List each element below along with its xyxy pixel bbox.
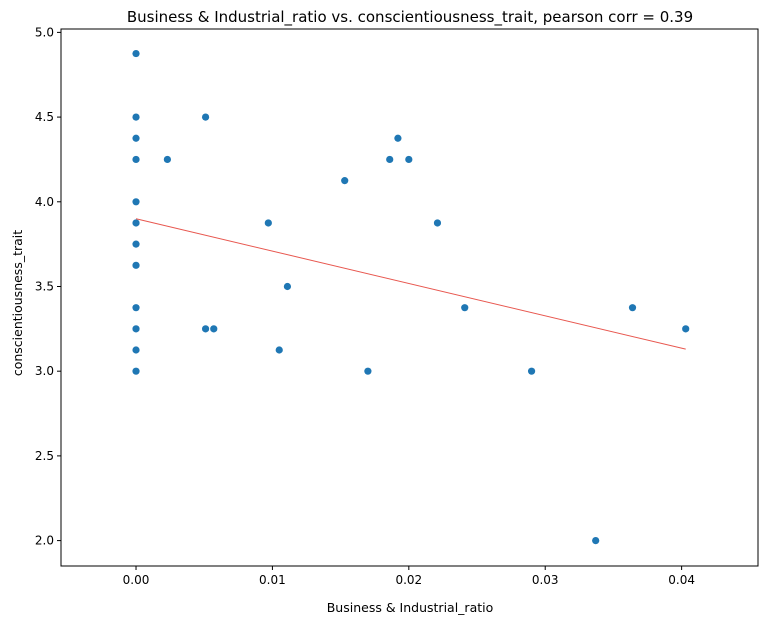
data-point [592,536,600,545]
data-point [201,325,210,333]
x-tick-label: 0.03 [532,573,559,587]
y-tick-label: 4.0 [35,195,54,209]
x-tick-label: 0.00 [123,573,150,587]
data-point [132,325,140,333]
data-point [132,367,140,375]
x-tick-label: 0.04 [668,573,695,587]
data-point [264,219,272,227]
y-axis-label: conscientiousness_trait [10,230,25,376]
data-point [132,346,140,354]
data-point [132,219,140,227]
data-point [461,304,469,312]
data-point [132,155,140,164]
data-point [132,49,140,58]
data-point [132,261,140,269]
plot-area: 0.00 0.01 0.02 0.03 0.04 2.0 2.5 3.0 3.5 4.0 4.5 5.… [35,25,759,587]
y-tick-label: 2.0 [35,534,54,548]
data-point [628,304,637,312]
data-point [364,367,372,375]
x-axis-label: Business & Industrial_ratio [327,600,494,615]
data-point [386,155,394,164]
axes-frame [60,28,759,567]
data-point [405,155,413,164]
data-point [527,367,536,375]
x-tick-label: 0.02 [395,573,422,587]
y-tick-label: 5.0 [35,25,54,39]
data-point [433,219,442,227]
x-tick-label: 0.01 [259,573,286,587]
y-tick-label: 3.5 [35,279,54,293]
data-point [341,177,349,185]
data-point [394,134,402,142]
data-point [201,113,210,121]
data-point [132,113,140,121]
trend-line [135,218,686,350]
data-point [132,198,140,206]
data-point [132,304,140,312]
y-tick-label: 4.5 [35,110,54,124]
data-point [132,134,140,142]
data-point [283,282,292,291]
data-point [163,155,171,164]
y-tick-label: 3.0 [35,364,54,378]
data-point [132,240,140,248]
data-point [275,346,283,354]
chart-title: Business & Industrial_ratio vs. conscien… [127,8,693,27]
data-point [210,325,218,333]
y-tick-label: 2.5 [35,449,54,463]
data-point [682,325,690,333]
